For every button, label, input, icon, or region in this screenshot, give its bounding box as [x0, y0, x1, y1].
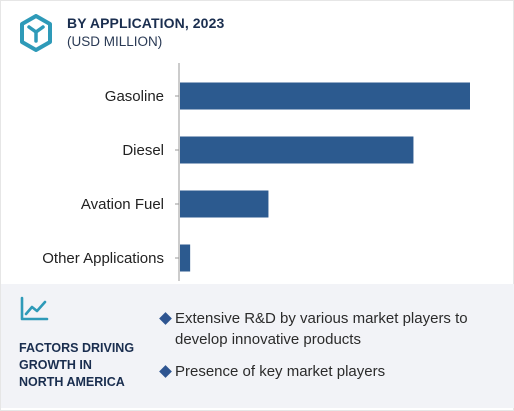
factors-heading-line: FACTORS DRIVING: [19, 341, 135, 355]
diamond-bullet-icon: [159, 312, 172, 325]
trend-chart-icon: [20, 296, 49, 321]
factors-heading-line: GROWTH IN: [19, 358, 92, 372]
factors-list: Extensive R&D by various market players …: [159, 308, 504, 393]
factor-item: Presence of key market players: [159, 361, 504, 382]
factors-heading-line: NORTH AMERICA: [19, 375, 125, 389]
factor-item-text: Presence of key market players: [175, 363, 386, 380]
chart-subtitle: (USD MILLION): [67, 34, 163, 49]
hexagon-logo-icon: [20, 14, 52, 52]
bar: [180, 244, 191, 272]
diamond-bullet-icon: [159, 365, 172, 378]
bar: [180, 190, 269, 218]
category-label: Diesel: [122, 142, 164, 159]
growth-factors-panel: FACTORS DRIVING GROWTH IN NORTH AMERICA …: [1, 284, 514, 408]
bar: [180, 136, 414, 164]
category-label: Avation Fuel: [81, 196, 164, 213]
factors-heading: FACTORS DRIVING GROWTH IN NORTH AMERICA: [19, 340, 149, 391]
category-label: Other Applications: [42, 250, 164, 267]
bar-chart: Gasoline Diesel Avation Fuel Other Applicat…: [42, 63, 470, 281]
category-label: Gasoline: [105, 88, 164, 105]
factor-item: Extensive R&D by various market players …: [159, 308, 504, 350]
bar: [180, 82, 470, 110]
factor-item-text: Extensive R&D by various market players …: [175, 310, 468, 348]
chart-title: BY APPLICATION, 2023: [67, 15, 225, 31]
